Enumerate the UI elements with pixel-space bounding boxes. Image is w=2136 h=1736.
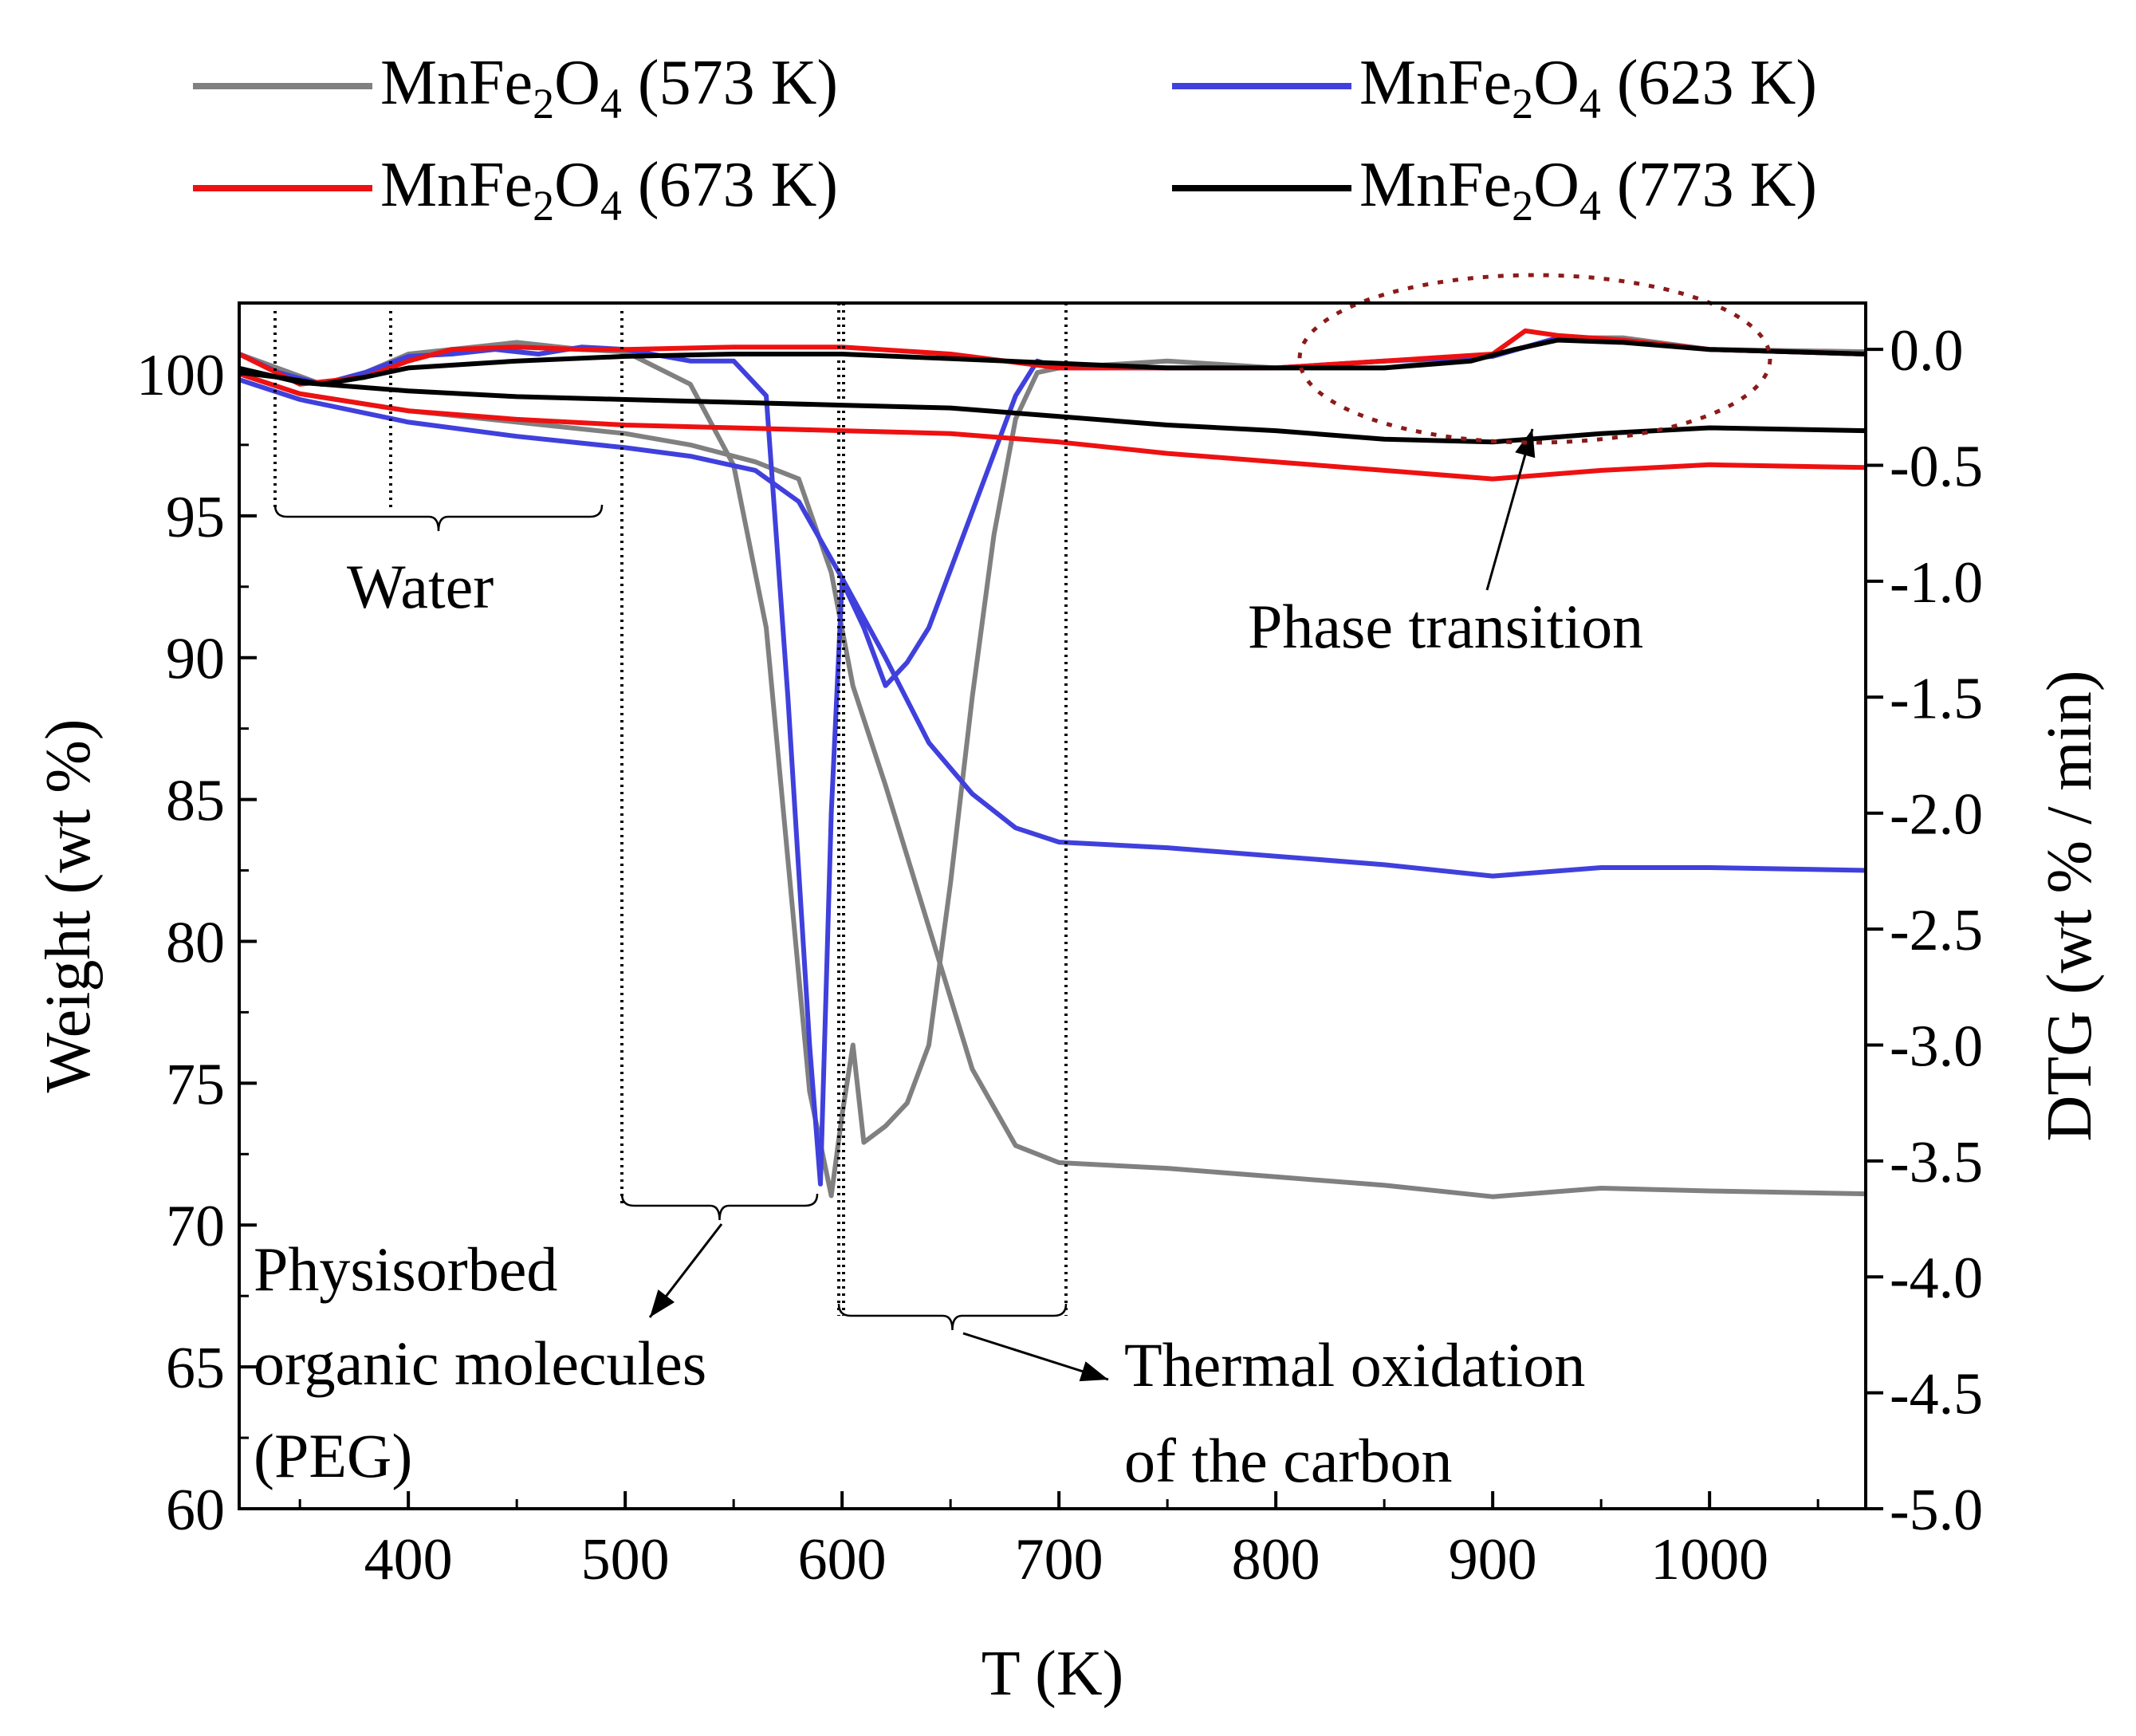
legend-label-s623: MnFe2O4 (623 K) [1359, 48, 1817, 128]
y-left-tick-label: 90 [166, 627, 225, 692]
annotation-phase-transition: Phase transition [1248, 592, 1643, 661]
legend-label-s673: MnFe2O4 (673 K) [380, 150, 838, 230]
peg-brace [620, 1193, 819, 1221]
annotation-layer: Water Physisorbed organic molecules (PEG) Th… [254, 273, 1772, 1495]
annotation-water: Water [347, 552, 494, 621]
y-right-tick-label: -1.5 [1890, 666, 1983, 731]
x-tick-label: 900 [1449, 1527, 1537, 1592]
dtg-line-s623 [238, 335, 1867, 1187]
water-brace [273, 504, 604, 532]
annotation-oxidation-1: Thermal oxidation [1124, 1330, 1585, 1399]
y-left-tick-label: 75 [166, 1052, 225, 1117]
legend-label-s573: MnFe2O4 (573 K) [380, 48, 838, 128]
annotation-oxidation-2: of the carbon [1124, 1426, 1452, 1495]
oxidation-arrow-head [1079, 1361, 1108, 1382]
y-left-tick-label: 100 [136, 343, 225, 408]
legend-label-s773: MnFe2O4 (773 K) [1359, 150, 1817, 230]
y-right-tick-label: -5.0 [1890, 1478, 1983, 1543]
y-right-tick-label: -4.5 [1890, 1362, 1983, 1427]
axis-layer: 400 500 600 700 800 900 1000 60 65 70 75 80 85 90 95 10… [136, 318, 1983, 1592]
series-layer [238, 328, 1867, 1199]
weight-line-s623 [238, 377, 1867, 879]
weight-line-s573 [238, 372, 1867, 1199]
legend: MnFe2O4 (573 K) MnFe2O4 (623 K) MnFe2O4 (6… [193, 48, 1817, 230]
y-right-tick-label: -2.0 [1890, 782, 1983, 848]
weight-line-s673 [238, 372, 1867, 482]
peg-arrow-head [650, 1289, 675, 1317]
dtg-line-s673 [238, 328, 1867, 387]
y-right-tick-label: -2.5 [1890, 898, 1983, 963]
y-right-tick-label: -3.0 [1890, 1014, 1983, 1079]
annotation-peg-2: organic molecules [254, 1329, 706, 1398]
x-tick-label: 1000 [1650, 1527, 1768, 1592]
y-left-axis-title: Weight (wt %) [33, 719, 104, 1093]
annotation-peg-3: (PEG) [254, 1421, 412, 1490]
y-left-tick-label: 80 [166, 910, 225, 975]
y-right-tick-label: -3.5 [1890, 1130, 1983, 1195]
y-right-tick-label: -4.0 [1890, 1246, 1983, 1311]
y-right-tick-label: -0.5 [1890, 435, 1983, 500]
x-tick-label: 800 [1232, 1527, 1320, 1592]
oxidation-brace [837, 1303, 1068, 1331]
y-left-tick-label: 70 [166, 1194, 225, 1259]
annotation-peg-1: Physisorbed [254, 1234, 557, 1304]
y-left-tick-label: 95 [166, 485, 225, 550]
plot-frame [238, 301, 1867, 1510]
y-left-tick-label: 60 [166, 1478, 225, 1543]
y-right-tick-label: 0.0 [1890, 318, 1964, 384]
x-tick-label: 400 [364, 1527, 453, 1592]
phase-transition-highlight [1297, 273, 1772, 445]
weight-line-s773 [238, 365, 1867, 445]
phase-arrow-line [1485, 428, 1534, 591]
y-right-axis-title: DTG (wt % / min) [2035, 670, 2105, 1141]
x-tick-label: 700 [1015, 1527, 1103, 1592]
x-axis-title: T (K) [981, 1639, 1123, 1709]
y-left-tick-label: 85 [166, 769, 225, 834]
y-right-tick-label: -1.0 [1890, 550, 1983, 616]
x-tick-label: 500 [581, 1527, 670, 1592]
dtg-line-s573 [238, 335, 1867, 1199]
x-tick-label: 600 [798, 1527, 887, 1592]
dtg-line-s773 [238, 337, 1867, 387]
y-left-tick-label: 65 [166, 1336, 225, 1401]
